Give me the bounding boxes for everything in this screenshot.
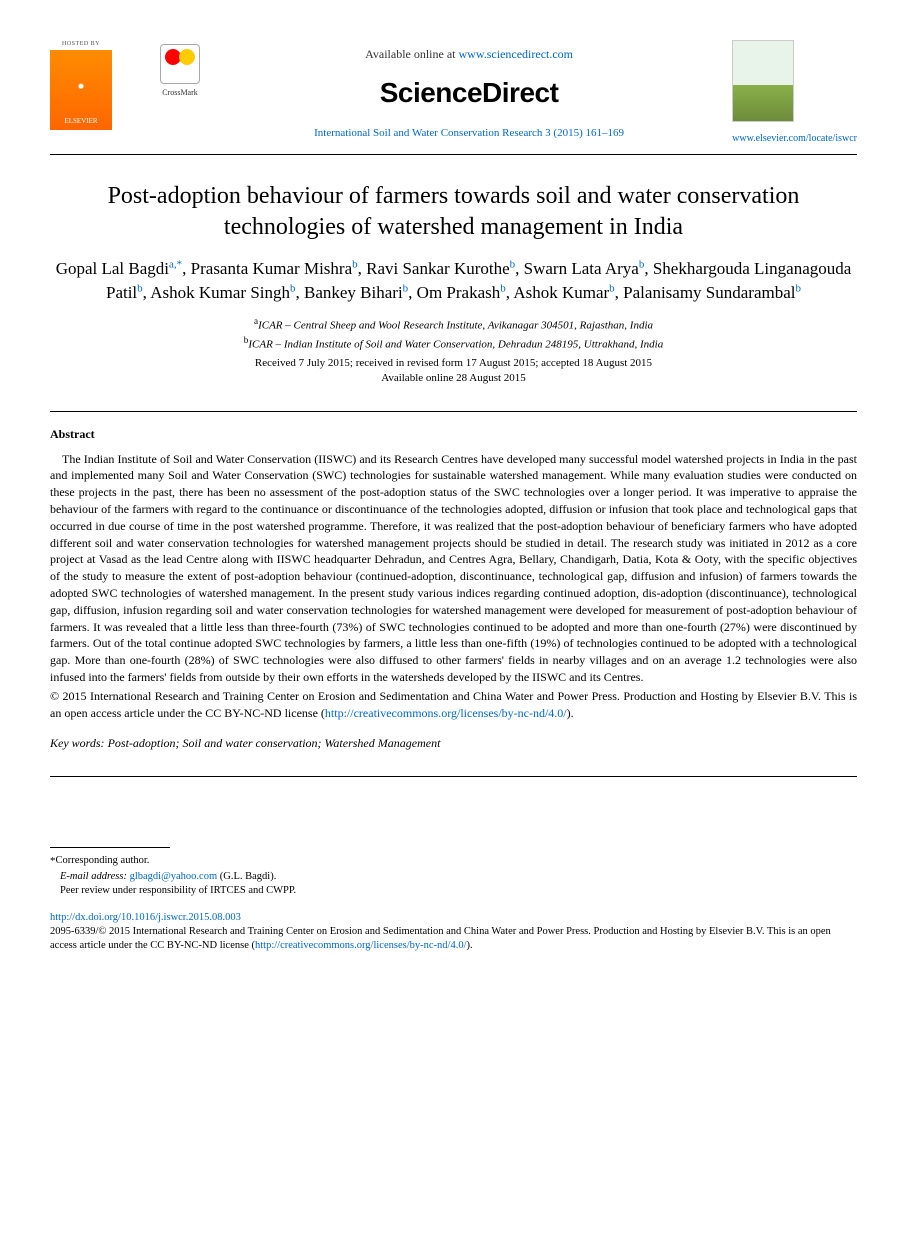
sciencedirect-brand: ScienceDirect bbox=[206, 73, 732, 112]
peer-review-note: Peer review under responsibility of IRTC… bbox=[50, 884, 857, 899]
elsevier-label: ELSEVIER bbox=[64, 117, 97, 127]
crossmark-label: CrossMark bbox=[162, 87, 198, 98]
abstract-heading: Abstract bbox=[50, 426, 857, 443]
keywords: Key words: Post-adoption; Soil and water… bbox=[50, 735, 857, 752]
issn-license: 2095-6339/© 2015 International Research … bbox=[50, 925, 857, 953]
email-name: (G.L. Bagdi). bbox=[217, 871, 276, 882]
email-note: E-mail address: glbagdi@yahoo.com (G.L. … bbox=[50, 870, 857, 885]
divider bbox=[50, 154, 857, 155]
crossmark-badge[interactable]: CrossMark bbox=[154, 40, 206, 102]
issn-close: ). bbox=[467, 940, 473, 951]
author: Om Prakashb bbox=[417, 283, 506, 302]
issn-license-link[interactable]: http://creativecommons.org/licenses/by-n… bbox=[255, 940, 467, 951]
elsevier-block: HOSTED BY ELSEVIER bbox=[50, 40, 112, 130]
available-link[interactable]: www.sciencedirect.com bbox=[459, 47, 574, 61]
article-title: Post-adoption behaviour of farmers towar… bbox=[50, 181, 857, 243]
available-online: Available online at www.sciencedirect.co… bbox=[206, 46, 732, 63]
doi-block: http://dx.doi.org/10.1016/j.iswcr.2015.0… bbox=[50, 911, 857, 954]
header-right: www.elsevier.com/locate/iswcr bbox=[732, 40, 857, 146]
hosted-by-label: HOSTED BY bbox=[50, 40, 112, 48]
footnote-rule bbox=[50, 847, 170, 848]
email-label: E-mail address: bbox=[60, 871, 130, 882]
author: Ravi Sankar Kurotheb bbox=[366, 259, 515, 278]
email-link[interactable]: glbagdi@yahoo.com bbox=[130, 871, 218, 882]
author-list: Gopal Lal Bagdia,*, Prasanta Kumar Mishr… bbox=[50, 257, 857, 305]
available-text: Available online at bbox=[365, 47, 458, 61]
author: Bankey Biharib bbox=[304, 283, 408, 302]
received-line: Received 7 July 2015; received in revise… bbox=[50, 356, 857, 371]
header-center: Available online at www.sciencedirect.co… bbox=[206, 40, 732, 141]
journal-cover-thumb[interactable] bbox=[732, 40, 794, 122]
affiliation-b: bICAR – Indian Institute of Soil and Wat… bbox=[50, 334, 857, 353]
article-dates: Received 7 July 2015; received in revise… bbox=[50, 356, 857, 387]
author: Palanisamy Sundarambalb bbox=[623, 283, 801, 302]
license-link[interactable]: http://creativecommons.org/licenses/by-n… bbox=[325, 706, 567, 720]
affiliations: aICAR – Central Sheep and Wool Research … bbox=[50, 315, 857, 353]
elsevier-tree-icon bbox=[63, 73, 99, 117]
affiliation-a-text: ICAR – Central Sheep and Wool Research I… bbox=[258, 320, 653, 332]
keywords-label: Key words: bbox=[50, 736, 105, 750]
thin-divider-bottom bbox=[50, 776, 857, 777]
thin-divider-top bbox=[50, 411, 857, 412]
header-left: HOSTED BY ELSEVIER CrossMark bbox=[50, 40, 206, 130]
corresponding-note: *Corresponding author. bbox=[50, 854, 857, 869]
author: Prasanta Kumar Mishrab bbox=[191, 259, 358, 278]
footnotes: *Corresponding author. E-mail address: g… bbox=[50, 854, 857, 899]
keywords-text: Post-adoption; Soil and water conservati… bbox=[105, 736, 441, 750]
affiliation-a: aICAR – Central Sheep and Wool Research … bbox=[50, 315, 857, 334]
author: Ashok Kumarb bbox=[513, 283, 614, 302]
abstract-body: The Indian Institute of Soil and Water C… bbox=[50, 451, 857, 686]
doi-link[interactable]: http://dx.doi.org/10.1016/j.iswcr.2015.0… bbox=[50, 912, 241, 923]
citation-line[interactable]: International Soil and Water Conservatio… bbox=[206, 126, 732, 141]
author: Gopal Lal Bagdia,* bbox=[56, 259, 182, 278]
header: HOSTED BY ELSEVIER CrossMark Available o… bbox=[50, 40, 857, 146]
journal-url[interactable]: www.elsevier.com/locate/iswcr bbox=[732, 132, 857, 146]
author: Swarn Lata Aryab bbox=[524, 259, 645, 278]
online-line: Available online 28 August 2015 bbox=[50, 371, 857, 386]
affiliation-b-text: ICAR – Indian Institute of Soil and Wate… bbox=[248, 339, 663, 351]
corr-label: Corresponding author. bbox=[56, 855, 150, 866]
license-block: © 2015 International Research and Traini… bbox=[50, 688, 857, 722]
elsevier-logo[interactable]: ELSEVIER bbox=[50, 50, 112, 130]
crossmark-icon bbox=[160, 44, 200, 84]
author: Ashok Kumar Singhb bbox=[150, 283, 295, 302]
